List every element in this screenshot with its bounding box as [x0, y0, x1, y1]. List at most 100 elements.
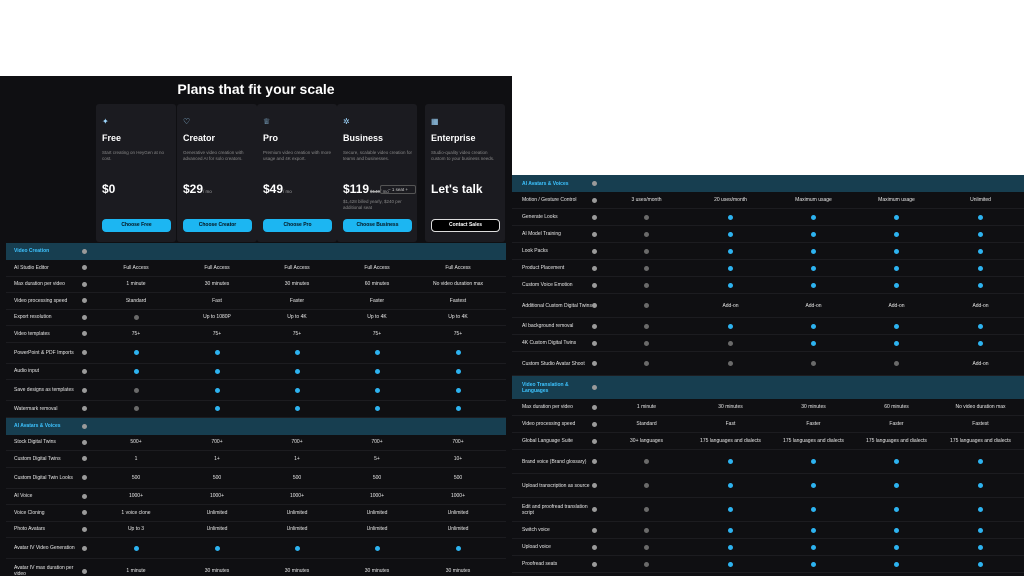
- table-cell: 175 languages and dialects: [855, 433, 938, 449]
- comparison-table-right: AI Avatars & Voices Motion / Gesture Cont…: [512, 175, 1024, 573]
- cell-value: Add-on: [805, 302, 822, 309]
- table-cell: [177, 538, 257, 558]
- table-cell: [689, 335, 772, 351]
- info-icon[interactable]: [82, 406, 87, 412]
- plus-icon[interactable]: +: [404, 187, 409, 192]
- original-price: $149: [370, 189, 381, 194]
- table-cell: [605, 318, 688, 334]
- info-icon[interactable]: [592, 340, 597, 346]
- table-cell: [605, 474, 688, 497]
- info-icon[interactable]: [82, 387, 87, 393]
- info-icon[interactable]: [592, 404, 597, 410]
- info-icon[interactable]: [82, 368, 87, 374]
- unavailable-icon: [644, 483, 649, 488]
- cell-value: 500: [212, 474, 222, 481]
- table-cell: [772, 522, 855, 538]
- info-icon[interactable]: [592, 483, 597, 488]
- info-icon[interactable]: [82, 456, 87, 462]
- minus-icon[interactable]: −: [387, 187, 392, 192]
- cell-value: No video duration max: [955, 404, 1006, 410]
- info-icon[interactable]: [592, 459, 597, 464]
- info-icon[interactable]: [82, 298, 87, 304]
- check-icon: [894, 231, 899, 237]
- table-row: PowerPoint & PDF Imports: [6, 343, 506, 364]
- info-icon[interactable]: [592, 231, 597, 237]
- table-cell: [337, 380, 417, 400]
- choose-pro-button[interactable]: Choose Pro: [263, 219, 332, 232]
- info-icon[interactable]: [82, 281, 87, 287]
- info-icon[interactable]: [82, 439, 87, 445]
- info-icon[interactable]: [82, 314, 87, 320]
- check-icon: [294, 387, 300, 393]
- cell-value: 75+: [372, 330, 382, 337]
- info-icon[interactable]: [82, 423, 87, 429]
- row-label: Motion / Gesture Control: [522, 197, 577, 203]
- info-icon[interactable]: [82, 475, 87, 480]
- seat-stepper[interactable]: − 1 seat +: [380, 185, 416, 194]
- table-cell: [855, 243, 938, 259]
- table-cell: Full Access: [418, 260, 498, 276]
- cell-value: Add-on: [972, 302, 989, 309]
- info-icon[interactable]: [82, 350, 87, 355]
- table-cell: Unlimited: [177, 505, 257, 521]
- row-label: Proofread seats: [522, 561, 558, 567]
- info-icon[interactable]: [592, 323, 597, 329]
- info-icon[interactable]: [592, 361, 597, 366]
- table-cell: [939, 209, 1022, 225]
- choose-business-button[interactable]: Choose Business: [343, 219, 412, 232]
- info-icon[interactable]: [592, 544, 597, 550]
- info-icon[interactable]: [82, 568, 87, 574]
- contact-sales-button[interactable]: Contact Sales: [431, 219, 500, 232]
- info-icon[interactable]: [592, 421, 597, 427]
- cell-value: Unlimited: [286, 526, 308, 533]
- info-icon[interactable]: [82, 545, 87, 551]
- info-icon[interactable]: [592, 248, 597, 254]
- row-label: Save designs as templates: [14, 387, 74, 393]
- table-cell: [257, 380, 337, 400]
- table-cell: [177, 380, 257, 400]
- cell-value: 30 minutes: [204, 281, 230, 288]
- check-icon: [728, 248, 733, 254]
- table-cell: [689, 556, 772, 572]
- cell-value: Standard: [636, 421, 657, 427]
- info-icon[interactable]: [592, 303, 597, 308]
- table-cell: [772, 335, 855, 351]
- table-cell: Unlimited: [939, 192, 1022, 208]
- table-cell: [772, 260, 855, 276]
- info-icon[interactable]: [82, 331, 87, 337]
- row-label: Additional Custom Digital Twins: [522, 302, 592, 309]
- info-icon[interactable]: [592, 197, 597, 203]
- table-cell: [96, 310, 176, 326]
- cell-value: Add-on: [722, 302, 739, 309]
- plan-cards: ✦ Free Start creating on HeyGen at no cost…: [0, 104, 512, 242]
- info-icon[interactable]: [592, 527, 597, 533]
- price-amount: Let's talk: [431, 182, 483, 196]
- choose-creator-button[interactable]: Choose Creator: [183, 219, 252, 232]
- cell-value: Unlimited: [970, 197, 991, 203]
- unavailable-icon: [644, 507, 649, 512]
- table-cell: [605, 294, 688, 317]
- table-row: Motion / Gesture Control 3 uses/month 20 u…: [512, 192, 1024, 209]
- table-row: Save designs as templates: [6, 380, 506, 401]
- info-icon[interactable]: [592, 438, 597, 444]
- info-icon[interactable]: [592, 561, 597, 567]
- check-icon: [728, 459, 733, 464]
- info-icon[interactable]: [82, 526, 87, 532]
- info-icon[interactable]: [82, 265, 87, 271]
- cell-value: Full Access: [204, 264, 230, 271]
- cell-value: 75+: [212, 330, 222, 337]
- info-icon[interactable]: [592, 181, 597, 186]
- info-icon[interactable]: [82, 493, 87, 499]
- info-icon[interactable]: [82, 510, 87, 516]
- table-cell: [855, 352, 938, 375]
- info-icon[interactable]: [82, 249, 87, 254]
- info-icon[interactable]: [592, 282, 597, 288]
- choose-free-button[interactable]: Choose Free: [102, 219, 171, 232]
- table-cell: [855, 498, 938, 521]
- check-icon: [978, 323, 983, 329]
- section-header-ai-avatars-voices: AI Avatars & Voices: [512, 175, 1024, 192]
- info-icon[interactable]: [592, 385, 597, 390]
- info-icon[interactable]: [592, 507, 597, 512]
- info-icon[interactable]: [592, 265, 597, 271]
- info-icon[interactable]: [592, 214, 597, 220]
